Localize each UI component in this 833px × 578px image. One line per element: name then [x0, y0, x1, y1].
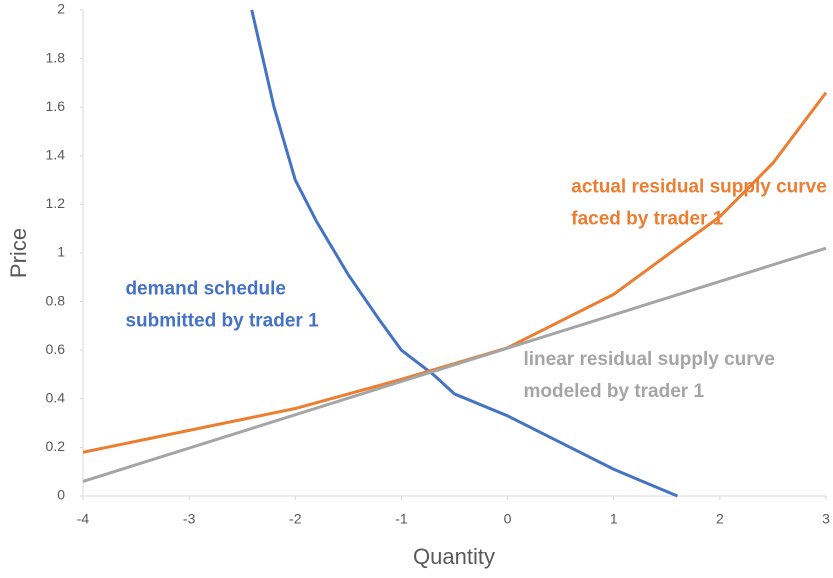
y-tick-label: 0.2: [46, 438, 66, 454]
y-tick-label: 1.8: [46, 49, 66, 65]
x-tick-label: 3: [822, 511, 830, 527]
x-tick-label: -1: [395, 511, 408, 527]
y-tick-label: 1: [57, 244, 65, 260]
y-axis-label: Price: [6, 228, 31, 278]
y-tick-label: 2: [57, 1, 65, 17]
y-tick-label: 1.4: [46, 147, 66, 163]
x-tick-label: -2: [289, 511, 302, 527]
annotation: demand schedule: [125, 278, 286, 299]
x-tick-label: -3: [183, 511, 196, 527]
series-line: [82, 246, 827, 483]
annotation: submitted by trader 1: [125, 310, 319, 331]
x-tick-label: 2: [716, 511, 724, 527]
x-tick-label: -4: [77, 511, 90, 527]
x-tick-label: 0: [504, 511, 512, 527]
x-axis-label: Quantity: [413, 544, 495, 569]
annotation: faced by trader 1: [571, 208, 723, 229]
annotation: modeled by trader 1: [523, 381, 704, 402]
annotation: actual residual supply curve: [571, 176, 827, 197]
y-tick-label: 0.6: [46, 341, 66, 357]
y-tick-label: 0.4: [46, 390, 66, 406]
y-tick-label: 0.8: [46, 292, 66, 308]
x-tick-label: 1: [610, 511, 618, 527]
y-tick-label: 1.6: [46, 98, 66, 114]
y-tick-label: 0: [57, 487, 65, 503]
series-line: [82, 91, 828, 454]
y-tick-label: 1.2: [46, 195, 66, 211]
annotation: linear residual supply curve: [523, 349, 774, 370]
series-line: [250, 9, 678, 498]
